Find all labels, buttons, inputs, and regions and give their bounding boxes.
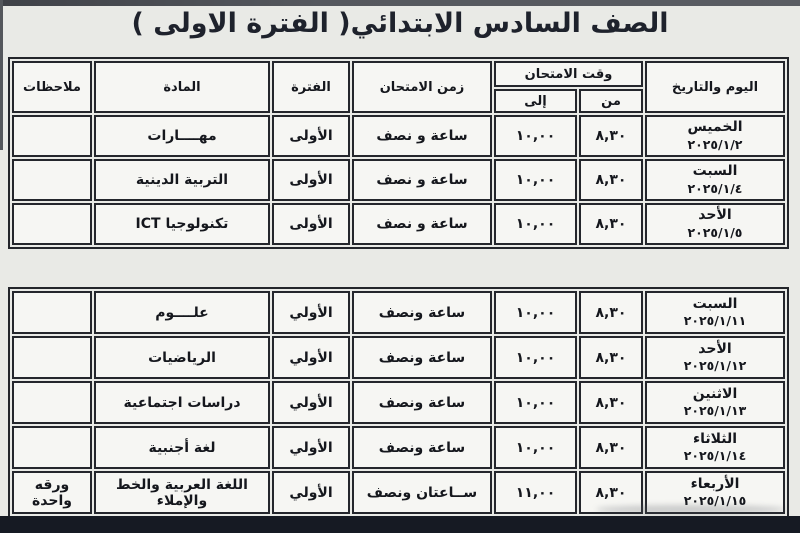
from-time-cell: ٨,٣٠ — [579, 336, 643, 379]
notes-cell — [12, 336, 92, 379]
exam-row: الأحد ٢٠٢٥/١/٥ ٨,٣٠ ١٠,٠٠ ساعة و نصف الأ… — [12, 203, 785, 245]
day-name: الأحد — [698, 207, 732, 224]
exam-date: ٢٠٢٥/١/١٤ — [683, 448, 747, 464]
exam-row: الأربعاء ٢٠٢٥/١/١٥ ٨,٣٠ ١١,٠٠ ســاعتان و… — [12, 471, 785, 514]
from-time-cell: ٨,٣٠ — [579, 159, 643, 201]
col-header-day-date: اليوم والتاريخ — [645, 61, 785, 113]
period-cell: الأولي — [272, 291, 350, 334]
duration-cell: ساعة ونصف — [352, 291, 492, 334]
exam-date: ٢٠٢٥/١/٢ — [687, 136, 743, 152]
exam-date: ٢٠٢٥/١/١٥ — [683, 493, 747, 509]
subject-cell: تكنولوجيا ICT — [94, 203, 270, 245]
day-date-cell: الخميس ٢٠٢٥/١/٢ — [645, 115, 785, 157]
from-time-cell: ٨,٣٠ — [579, 426, 643, 469]
duration-cell: ساعة ونصف — [352, 381, 492, 424]
from-time-cell: ٨,٣٠ — [579, 381, 643, 424]
day-name: السبت — [692, 295, 738, 312]
day-date-cell: السبت ٢٠٢٥/١/١١ — [645, 291, 785, 334]
period-cell: الأولى — [272, 203, 350, 245]
to-time-cell: ١٠,٠٠ — [494, 426, 577, 469]
notes-cell — [12, 159, 92, 201]
period-cell: الأولى — [272, 159, 350, 201]
exam-row: الأحد ٢٠٢٥/١/١٢ ٨,٣٠ ١٠,٠٠ ساعة ونصف الأ… — [12, 336, 785, 379]
notes-cell — [12, 381, 92, 424]
col-header-exam-time: وقت الامتحان — [494, 61, 643, 87]
day-date-cell: السبت ٢٠٢٥/١/٤ — [645, 159, 785, 201]
to-time-cell: ١٠,٠٠ — [494, 381, 577, 424]
subject-cell: علــــوم — [94, 291, 270, 334]
day-date-cell: الأحد ٢٠٢٥/١/١٢ — [645, 336, 785, 379]
day-date-cell: الاثنين ٢٠٢٥/١/١٣ — [645, 381, 785, 424]
subject-cell: دراسات اجتماعية — [94, 381, 270, 424]
day-name: الأربعاء — [690, 475, 740, 492]
scan-edge-top — [0, 0, 800, 6]
day-name: الأحد — [698, 340, 732, 357]
from-time-cell: ٨,٣٠ — [579, 291, 643, 334]
col-header-to: إلى — [494, 89, 577, 113]
exam-schedule-table-week1: اليوم والتاريخ وقت الامتحان زمن الامتحان… — [8, 57, 789, 249]
day-name: السبت — [692, 163, 738, 180]
header-row: اليوم والتاريخ وقت الامتحان زمن الامتحان… — [12, 61, 785, 113]
col-header-duration: زمن الامتحان — [352, 61, 492, 113]
duration-cell: ســاعتان ونصف — [352, 471, 492, 514]
subject-cell: مهــــارات — [94, 115, 270, 157]
period-cell: الأولي — [272, 471, 350, 514]
subject-cell: التربية الدينية — [94, 159, 270, 201]
exam-row: الاثنين ٢٠٢٥/١/١٣ ٨,٣٠ ١٠,٠٠ ساعة ونصف ا… — [12, 381, 785, 424]
duration-cell: ساعة و نصف — [352, 203, 492, 245]
subject-cell: اللغة العربية والخط والإملاء — [94, 471, 270, 514]
day-date-cell: الأربعاء ٢٠٢٥/١/١٥ — [645, 471, 785, 514]
subject-cell: لغة أجنبية — [94, 426, 270, 469]
notes-cell — [12, 426, 92, 469]
col-header-subject: المادة — [94, 61, 270, 113]
exam-date: ٢٠٢٥/١/١٢ — [683, 358, 747, 374]
from-time-cell: ٨,٣٠ — [579, 203, 643, 245]
exam-date: ٢٠٢٥/١/٥ — [687, 224, 743, 240]
to-time-cell: ١٠,٠٠ — [494, 115, 577, 157]
exam-row: الخميس ٢٠٢٥/١/٢ ٨,٣٠ ١٠,٠٠ ساعة و نصف ال… — [12, 115, 785, 157]
exam-row: الثلاثاء ٢٠٢٥/١/١٤ ٨,٣٠ ١٠,٠٠ ساعة ونصف … — [12, 426, 785, 469]
col-header-notes: ملاحظات — [12, 61, 92, 113]
to-time-cell: ١٠,٠٠ — [494, 159, 577, 201]
from-time-cell: ٨,٣٠ — [579, 115, 643, 157]
duration-cell: ساعة ونصف — [352, 336, 492, 379]
notes-cell — [12, 203, 92, 245]
to-time-cell: ١٠,٠٠ — [494, 203, 577, 245]
day-date-cell: الثلاثاء ٢٠٢٥/١/١٤ — [645, 426, 785, 469]
col-header-from: من — [579, 89, 643, 113]
header-subrow: من إلى — [12, 89, 785, 113]
exam-row: السبت ٢٠٢٥/١/١١ ٨,٣٠ ١٠,٠٠ ساعة ونصف الأ… — [12, 291, 785, 334]
period-cell: الأولي — [272, 426, 350, 469]
scan-edge-left — [0, 0, 3, 150]
to-time-cell: ١٠,٠٠ — [494, 336, 577, 379]
period-cell: الأولي — [272, 336, 350, 379]
period-cell: الأولى — [272, 115, 350, 157]
to-time-cell: ١٠,٠٠ — [494, 291, 577, 334]
exam-date: ٢٠٢٥/١/١١ — [683, 313, 747, 329]
period-cell: الأولي — [272, 381, 350, 424]
page-title: الصف السادس الابتدائي( الفترة الاولى ) — [131, 8, 669, 39]
scan-edge-bottom — [0, 516, 800, 533]
exam-date: ٢٠٢٥/١/١٣ — [683, 403, 747, 419]
day-name: الاثنين — [692, 385, 738, 402]
duration-cell: ساعة و نصف — [352, 159, 492, 201]
exam-row: السبت ٢٠٢٥/١/٤ ٨,٣٠ ١٠,٠٠ ساعة و نصف الأ… — [12, 159, 785, 201]
exam-schedule-table-week2: السبت ٢٠٢٥/١/١١ ٨,٣٠ ١٠,٠٠ ساعة ونصف الأ… — [8, 287, 789, 518]
notes-cell — [12, 115, 92, 157]
to-time-cell: ١١,٠٠ — [494, 471, 577, 514]
exam-date: ٢٠٢٥/١/٤ — [687, 180, 743, 196]
from-time-cell: ٨,٣٠ — [579, 471, 643, 514]
notes-cell — [12, 291, 92, 334]
col-header-period: الفترة — [272, 61, 350, 113]
subject-cell: الرياضيات — [94, 336, 270, 379]
day-name: الثلاثاء — [692, 430, 738, 447]
scan-smudge — [596, 505, 786, 514]
notes-cell: ورقه واحدة — [12, 471, 92, 514]
day-name: الخميس — [687, 119, 743, 136]
duration-cell: ساعة و نصف — [352, 115, 492, 157]
duration-cell: ساعة ونصف — [352, 426, 492, 469]
day-date-cell: الأحد ٢٠٢٥/١/٥ — [645, 203, 785, 245]
